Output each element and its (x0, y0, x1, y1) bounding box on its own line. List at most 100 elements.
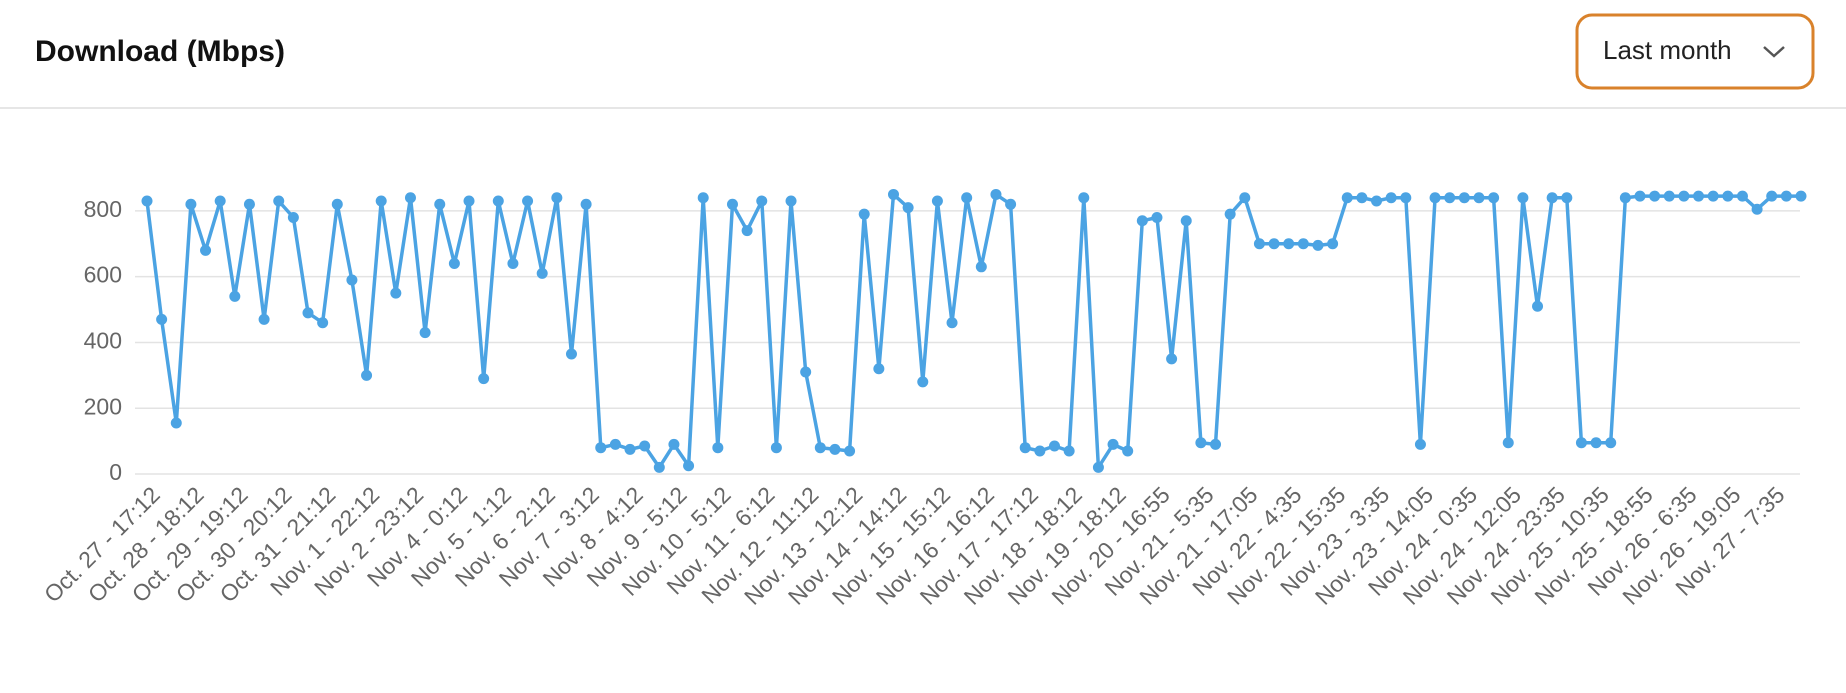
data-point (463, 195, 475, 207)
data-point (156, 313, 168, 325)
data-point (478, 373, 490, 385)
data-point (1414, 438, 1426, 450)
data-point (961, 192, 973, 204)
data-point (141, 195, 153, 207)
data-point (1663, 190, 1675, 202)
data-point (1590, 437, 1602, 449)
data-point (1780, 190, 1792, 202)
data-point (858, 208, 870, 220)
data-point (1707, 190, 1719, 202)
data-point (1136, 215, 1148, 227)
dropdown-box[interactable] (1575, 13, 1815, 90)
data-point (1766, 190, 1778, 202)
data-point (170, 417, 182, 429)
data-point (1502, 437, 1514, 449)
data-point (1005, 198, 1017, 210)
data-point (1063, 445, 1075, 457)
data-point (1239, 192, 1251, 204)
data-point (1488, 192, 1500, 204)
data-point (317, 317, 329, 329)
data-point (580, 198, 592, 210)
data-point (917, 376, 929, 388)
data-point (507, 258, 519, 270)
data-point (1634, 190, 1646, 202)
y-tick-label: 200 (84, 393, 122, 419)
data-point (1605, 437, 1617, 449)
data-point (800, 366, 812, 378)
data-point (1649, 190, 1661, 202)
data-point (1575, 437, 1587, 449)
data-point (1341, 192, 1353, 204)
data-point (361, 369, 373, 381)
data-point (258, 313, 270, 325)
data-point (624, 443, 636, 455)
data-point (1371, 195, 1383, 207)
data-point (200, 244, 212, 256)
data-point (1224, 208, 1236, 220)
y-tick-label: 800 (84, 196, 122, 222)
data-point (434, 198, 446, 210)
data-point (1312, 239, 1324, 251)
data-point (1444, 192, 1456, 204)
y-tick-label: 400 (84, 328, 122, 354)
data-point (887, 188, 899, 200)
panel-title: Download (Mbps) (35, 35, 285, 68)
data-point (770, 442, 782, 454)
data-point (785, 195, 797, 207)
data-point (243, 198, 255, 210)
dropdown-label[interactable]: Last month (1603, 35, 1732, 65)
data-point (1429, 192, 1441, 204)
data-point (522, 195, 534, 207)
data-point (1751, 203, 1763, 215)
data-point (1019, 442, 1031, 454)
data-point (1049, 440, 1061, 452)
data-point (726, 198, 738, 210)
data-point (668, 438, 680, 450)
data-point (975, 261, 987, 273)
y-tick-label: 0 (109, 459, 122, 485)
data-point (1297, 238, 1309, 250)
data-point (741, 225, 753, 237)
data-point (302, 307, 314, 319)
chevron[interactable] (1763, 46, 1785, 58)
data-point (639, 440, 651, 452)
data-point (1151, 211, 1163, 223)
data-point (492, 195, 504, 207)
data-point (375, 195, 387, 207)
data-point (1561, 192, 1573, 204)
data-point (1795, 190, 1807, 202)
data-point (448, 258, 460, 270)
data-point (946, 317, 958, 329)
data-point (1166, 353, 1178, 365)
range-dropdown[interactable]: Last month (1575, 13, 1815, 90)
data-point (214, 195, 226, 207)
data-point (287, 211, 299, 223)
data-point (829, 443, 841, 455)
data-point (273, 195, 285, 207)
data-point (1283, 238, 1295, 250)
data-point (1532, 300, 1544, 312)
data-point (1268, 238, 1280, 250)
data-point (844, 445, 856, 457)
data-point (551, 192, 563, 204)
data-point (1385, 192, 1397, 204)
data-point (931, 195, 943, 207)
data-point (1473, 192, 1485, 204)
data-point (683, 460, 695, 472)
data-point (712, 442, 724, 454)
y-tick-label: 600 (84, 262, 122, 288)
data-point (229, 290, 241, 302)
data-point (404, 192, 416, 204)
data-point (1122, 445, 1134, 457)
data-point (1722, 190, 1734, 202)
data-point (390, 287, 402, 299)
data-point (756, 195, 768, 207)
data-point (990, 188, 1002, 200)
data-point (595, 442, 607, 454)
data-point (1517, 192, 1529, 204)
data-point (1327, 238, 1339, 250)
data-point (331, 198, 343, 210)
data-point (653, 461, 665, 473)
